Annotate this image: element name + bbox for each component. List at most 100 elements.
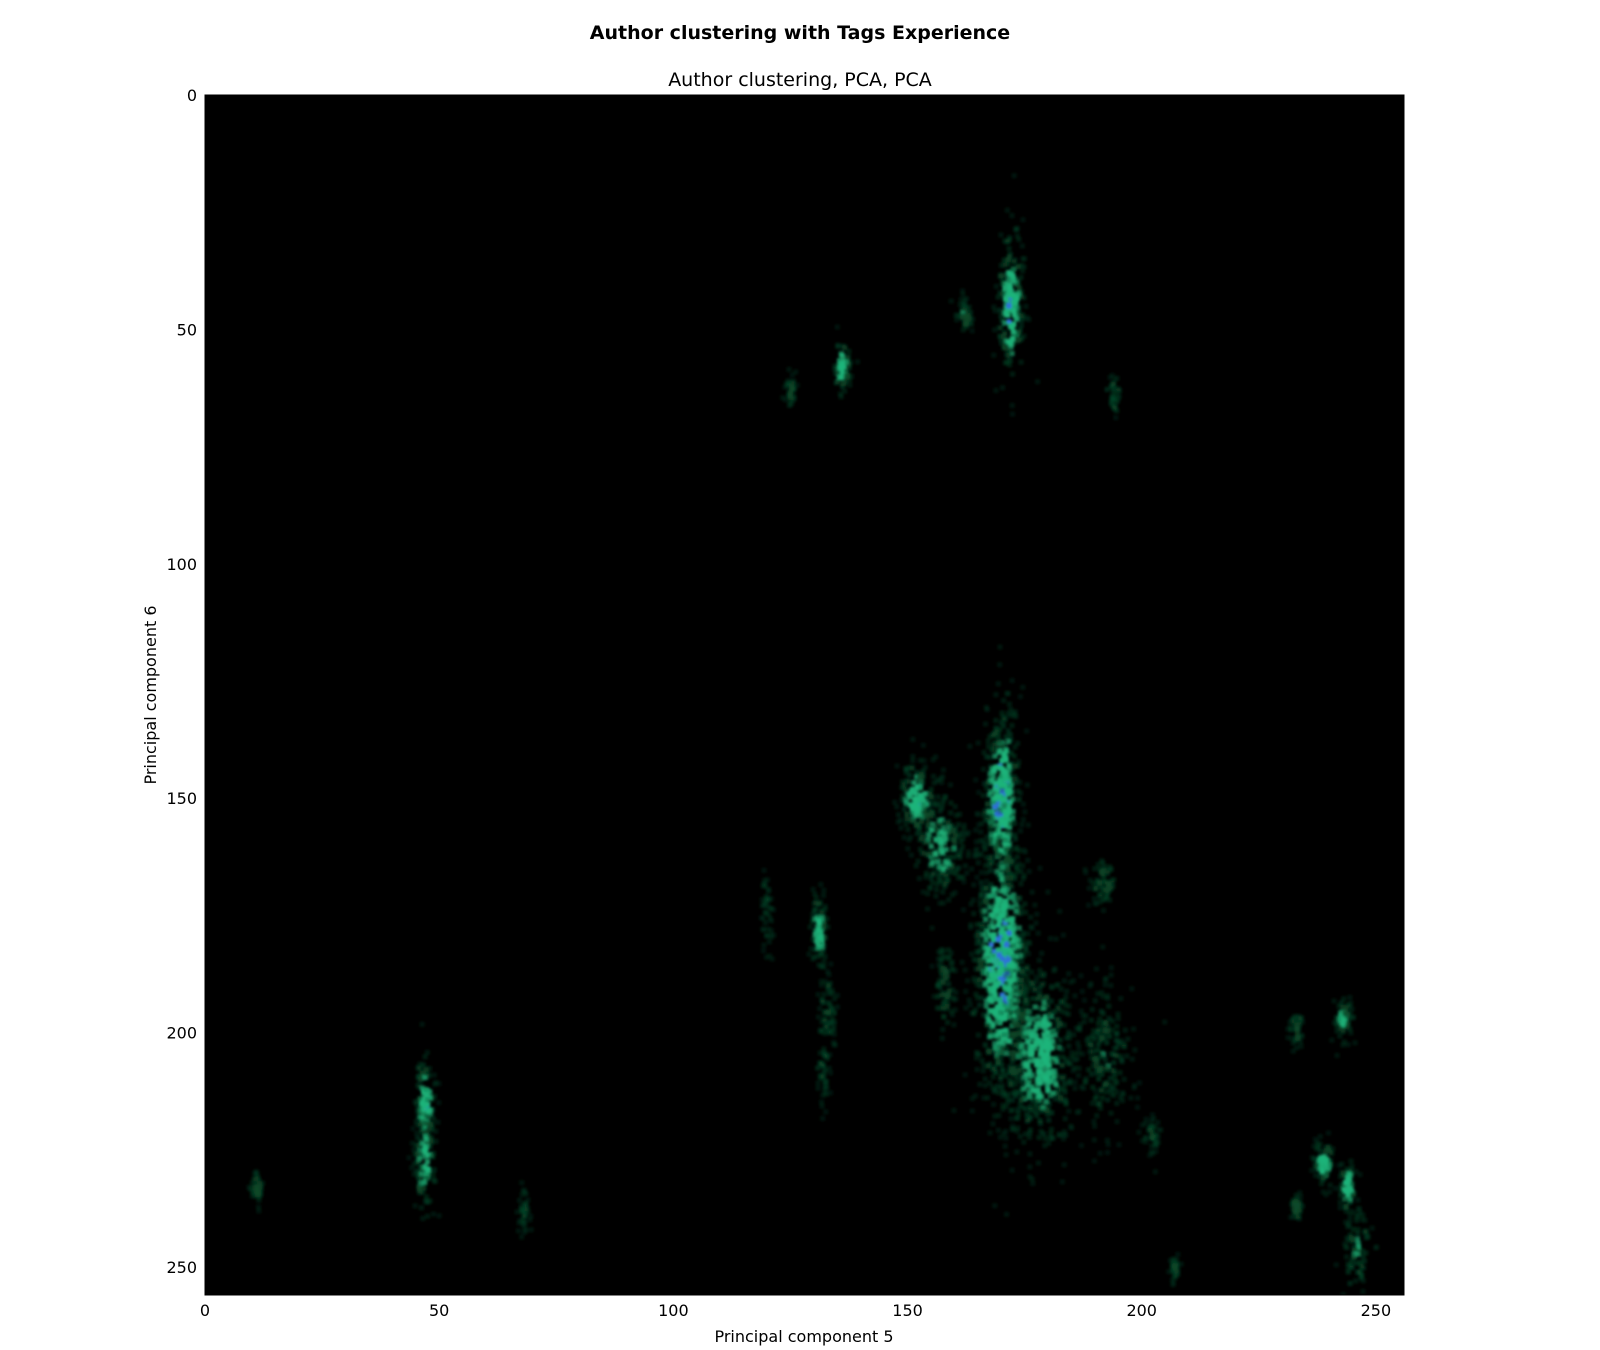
heatmap-cell bbox=[821, 1030, 828, 1037]
heatmap-cell bbox=[959, 315, 965, 321]
heatmap-cell bbox=[1024, 782, 1030, 788]
heatmap-cell bbox=[996, 1112, 1002, 1119]
heatmap-cell bbox=[995, 828, 1002, 834]
heatmap-cell bbox=[987, 1130, 993, 1136]
heatmap-cell bbox=[1007, 1030, 1013, 1037]
heatmap-cell bbox=[1111, 403, 1117, 409]
heatmap-cell bbox=[1018, 910, 1024, 916]
heatmap-cell bbox=[901, 834, 907, 841]
heatmap-cell bbox=[1006, 303, 1012, 309]
heatmap-cell bbox=[1001, 831, 1007, 837]
heatmap-cell bbox=[996, 862, 1002, 868]
heatmap-cell bbox=[939, 805, 945, 811]
heatmap-cell bbox=[831, 1010, 837, 1016]
heatmap-cell bbox=[934, 881, 940, 887]
heatmap-cell bbox=[431, 1167, 437, 1173]
heatmap-cell bbox=[764, 877, 770, 883]
heatmap-cell bbox=[903, 796, 909, 803]
heatmap-cell bbox=[1350, 1226, 1356, 1232]
heatmap-cell bbox=[1057, 1095, 1064, 1101]
heatmap-cell bbox=[977, 1081, 983, 1087]
heatmap-cell bbox=[828, 1020, 834, 1026]
heatmap-cell bbox=[1024, 1112, 1030, 1118]
heatmap-cell bbox=[1001, 289, 1007, 295]
heatmap-cell bbox=[973, 839, 979, 845]
heatmap-cell bbox=[963, 296, 970, 302]
heatmap-cell bbox=[1091, 1028, 1097, 1034]
heatmap-cell bbox=[1022, 1000, 1028, 1007]
heatmap-cell bbox=[982, 963, 988, 969]
heatmap-cell bbox=[1037, 985, 1043, 991]
heatmap-cell bbox=[794, 382, 800, 388]
heatmap-cell bbox=[1347, 994, 1353, 1001]
heatmap-cell bbox=[418, 1078, 424, 1084]
heatmap-cell bbox=[831, 1018, 837, 1024]
heatmap-cell bbox=[525, 1209, 531, 1215]
heatmap-cell bbox=[998, 913, 1004, 920]
heatmap-cell bbox=[1012, 982, 1018, 989]
heatmap-cell bbox=[1041, 1022, 1047, 1028]
heatmap-cell bbox=[1051, 1072, 1058, 1078]
heatmap-cell bbox=[515, 1228, 522, 1234]
heatmap-cell bbox=[1089, 880, 1096, 886]
heatmap-cell bbox=[421, 1090, 427, 1096]
heatmap-cell bbox=[999, 992, 1005, 998]
heatmap-cell bbox=[1046, 1117, 1052, 1123]
heatmap-cell bbox=[929, 880, 936, 886]
heatmap-cell bbox=[1349, 1265, 1355, 1271]
heatmap-cell bbox=[1028, 1084, 1034, 1090]
heatmap-cell bbox=[1102, 1081, 1108, 1087]
heatmap-cell bbox=[1073, 1025, 1080, 1031]
heatmap-cell bbox=[1108, 982, 1114, 989]
heatmap-cell bbox=[1028, 1037, 1034, 1043]
heatmap-cell bbox=[821, 887, 827, 893]
heatmap-cell bbox=[1018, 983, 1024, 989]
heatmap-cell bbox=[1026, 1043, 1032, 1049]
heatmap-cell bbox=[990, 1101, 997, 1108]
heatmap-cell bbox=[987, 809, 993, 815]
heatmap-cell bbox=[1360, 1288, 1366, 1295]
heatmap-cell bbox=[965, 849, 972, 855]
heatmap-cell bbox=[946, 947, 952, 953]
heatmap-cell bbox=[1347, 1010, 1353, 1016]
heatmap-cell bbox=[993, 847, 999, 853]
heatmap-cell bbox=[427, 1094, 433, 1100]
heatmap-cell bbox=[433, 1128, 439, 1134]
heatmap-cell bbox=[989, 813, 996, 820]
heatmap-cell bbox=[958, 874, 964, 880]
heatmap-cell bbox=[988, 831, 994, 837]
heatmap-cell bbox=[997, 334, 1003, 340]
heatmap-cell bbox=[1037, 991, 1043, 997]
heatmap-cell bbox=[1016, 236, 1022, 243]
heatmap-cell bbox=[975, 740, 981, 746]
heatmap-cell bbox=[817, 899, 824, 905]
heatmap-cell bbox=[922, 799, 928, 805]
y-tick-label: 250 bbox=[166, 1258, 197, 1277]
heatmap-cell bbox=[1008, 750, 1014, 756]
heatmap-cell bbox=[1027, 1130, 1033, 1136]
heatmap-cell bbox=[991, 977, 997, 983]
heatmap-cell bbox=[1062, 1009, 1069, 1016]
heatmap-cell bbox=[1359, 1216, 1365, 1223]
heatmap-cell bbox=[999, 787, 1005, 793]
heatmap-cell bbox=[996, 1090, 1002, 1096]
heatmap-cell bbox=[1345, 1269, 1351, 1275]
heatmap-cell bbox=[1025, 1038, 1031, 1045]
heatmap-cell bbox=[1006, 319, 1012, 325]
heatmap-cell bbox=[1005, 865, 1011, 871]
heatmap-cell bbox=[978, 964, 984, 970]
heatmap-cell bbox=[1007, 282, 1013, 288]
heatmap-cell bbox=[953, 312, 959, 318]
heatmap-cell bbox=[1037, 1105, 1043, 1111]
heatmap-cell bbox=[995, 1044, 1001, 1051]
heatmap-cell bbox=[1037, 1091, 1043, 1097]
heatmap-cell bbox=[523, 1207, 529, 1213]
x-tick-label: 50 bbox=[429, 1301, 449, 1320]
heatmap-cell bbox=[1025, 857, 1031, 863]
heatmap-cell bbox=[420, 1114, 427, 1120]
heatmap-cell bbox=[1341, 1004, 1348, 1011]
heatmap-cell bbox=[1019, 959, 1025, 965]
heatmap-cell bbox=[1002, 281, 1008, 287]
heatmap-cell bbox=[987, 985, 993, 991]
heatmap-cell bbox=[909, 817, 916, 823]
